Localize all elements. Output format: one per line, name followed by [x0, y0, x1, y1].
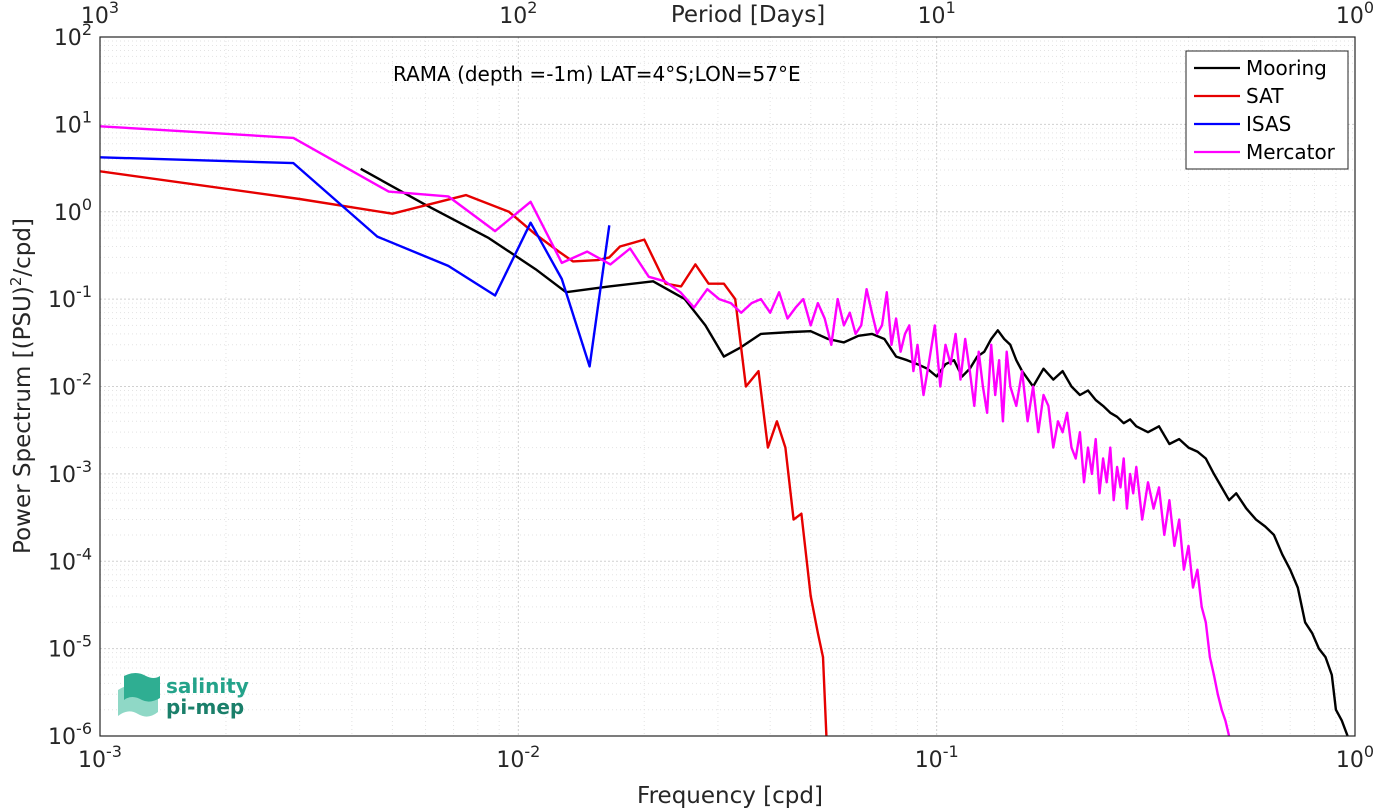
y-tick-label: 101 [54, 107, 92, 138]
salinity-pimep-logo: salinity pi-mep [118, 673, 249, 719]
top-tick-base: 10 [918, 4, 946, 29]
y-tick-label: 102 [54, 20, 92, 51]
y-tick-base: 10 [48, 550, 76, 575]
x-tick-label: 10-2 [496, 742, 540, 773]
ticks: 10-3 10-2 10-1 10010-610-510-410-310-210-11… [48, 0, 1374, 773]
x-tick-base: 10 [496, 748, 524, 773]
x-tick-label: 100 [1336, 742, 1374, 773]
y-tick-exp: -6 [76, 719, 92, 738]
y-tick-exp: 2 [82, 20, 92, 39]
x-tick-base: 10 [915, 748, 943, 773]
y-tick-label: 10-4 [48, 544, 92, 575]
y-axis-label-main: Power Spectrum [(PSU) [10, 286, 36, 554]
series-line-mercator [100, 125, 1231, 736]
legend-box [1185, 50, 1349, 170]
y-tick-exp: 0 [82, 195, 92, 214]
x-tick-base: 10 [78, 748, 106, 773]
x-tick-exp: 0 [1364, 742, 1374, 761]
x-tick-exp: -1 [943, 742, 959, 761]
legend-label-sat: SAT [1246, 84, 1284, 108]
y-tick-base: 10 [48, 725, 76, 750]
y-tick-label: 10-1 [48, 282, 92, 313]
top-tick-exp: 0 [1364, 0, 1374, 17]
top-axis-label: Period [Days] [671, 2, 825, 28]
top-tick-exp: 2 [527, 0, 537, 17]
top-tick-base: 10 [499, 4, 527, 29]
top-tick-label: 101 [918, 0, 956, 29]
logo-wave-icon-2 [124, 673, 160, 702]
logo-line2: pi-mep [166, 695, 244, 719]
x-tick-base: 10 [1336, 748, 1364, 773]
x-tick-label: 10-3 [78, 742, 122, 773]
x-tick-exp: -3 [106, 742, 122, 761]
series-line-mooring [360, 167, 1349, 736]
plot-frame [99, 36, 1356, 737]
y-tick-exp: 1 [82, 107, 92, 126]
top-tick-exp: 1 [946, 0, 956, 17]
y-tick-exp: -2 [76, 370, 92, 389]
y-axis-label-end: /cpd] [10, 218, 36, 277]
top-tick-base: 10 [81, 4, 109, 29]
top-tick-base: 10 [1336, 4, 1364, 29]
y-tick-exp: -1 [76, 282, 92, 301]
annotation: RAMA (depth =-1m) LAT=4°S;LON=57°E [393, 62, 801, 86]
y-tick-base: 10 [48, 638, 76, 663]
logo-line1: salinity [166, 674, 249, 698]
y-tick-base: 10 [48, 376, 76, 401]
y-tick-exp: -4 [76, 544, 92, 563]
y-axis-label-sup: 2 [7, 277, 25, 287]
y-tick-base: 10 [54, 113, 82, 138]
top-tick-label: 100 [1336, 0, 1374, 29]
y-tick-label: 10-3 [48, 457, 92, 488]
top-tick-label: 103 [81, 0, 119, 29]
y-tick-label: 10-6 [48, 719, 92, 750]
y-tick-base: 10 [48, 463, 76, 488]
y-tick-base: 10 [54, 26, 82, 51]
y-tick-exp: -5 [76, 632, 92, 651]
y-tick-base: 10 [54, 201, 82, 226]
legend: Mooring SAT ISAS Mercator [1185, 50, 1349, 170]
y-tick-label: 100 [54, 195, 92, 226]
x-tick-exp: -2 [524, 742, 540, 761]
x-tick-label: 10-1 [915, 742, 959, 773]
top-tick-label: 102 [499, 0, 537, 29]
y-tick-base: 10 [48, 288, 76, 313]
top-tick-exp: 3 [109, 0, 119, 17]
x-axis-label: Frequency [cpd] [637, 783, 823, 809]
series-line-isas [100, 156, 611, 368]
y-axis-label: Power Spectrum [(PSU)2/cpd] [7, 218, 36, 554]
legend-label-isas: ISAS [1246, 112, 1291, 136]
legend-label-mooring: Mooring [1246, 56, 1327, 80]
y-tick-exp: -3 [76, 457, 92, 476]
y-tick-label: 10-2 [48, 370, 92, 401]
series-line-sat [100, 170, 828, 736]
series-group [100, 125, 1349, 736]
legend-label-mercator: Mercator [1246, 140, 1336, 164]
y-tick-label: 10-5 [48, 632, 92, 663]
